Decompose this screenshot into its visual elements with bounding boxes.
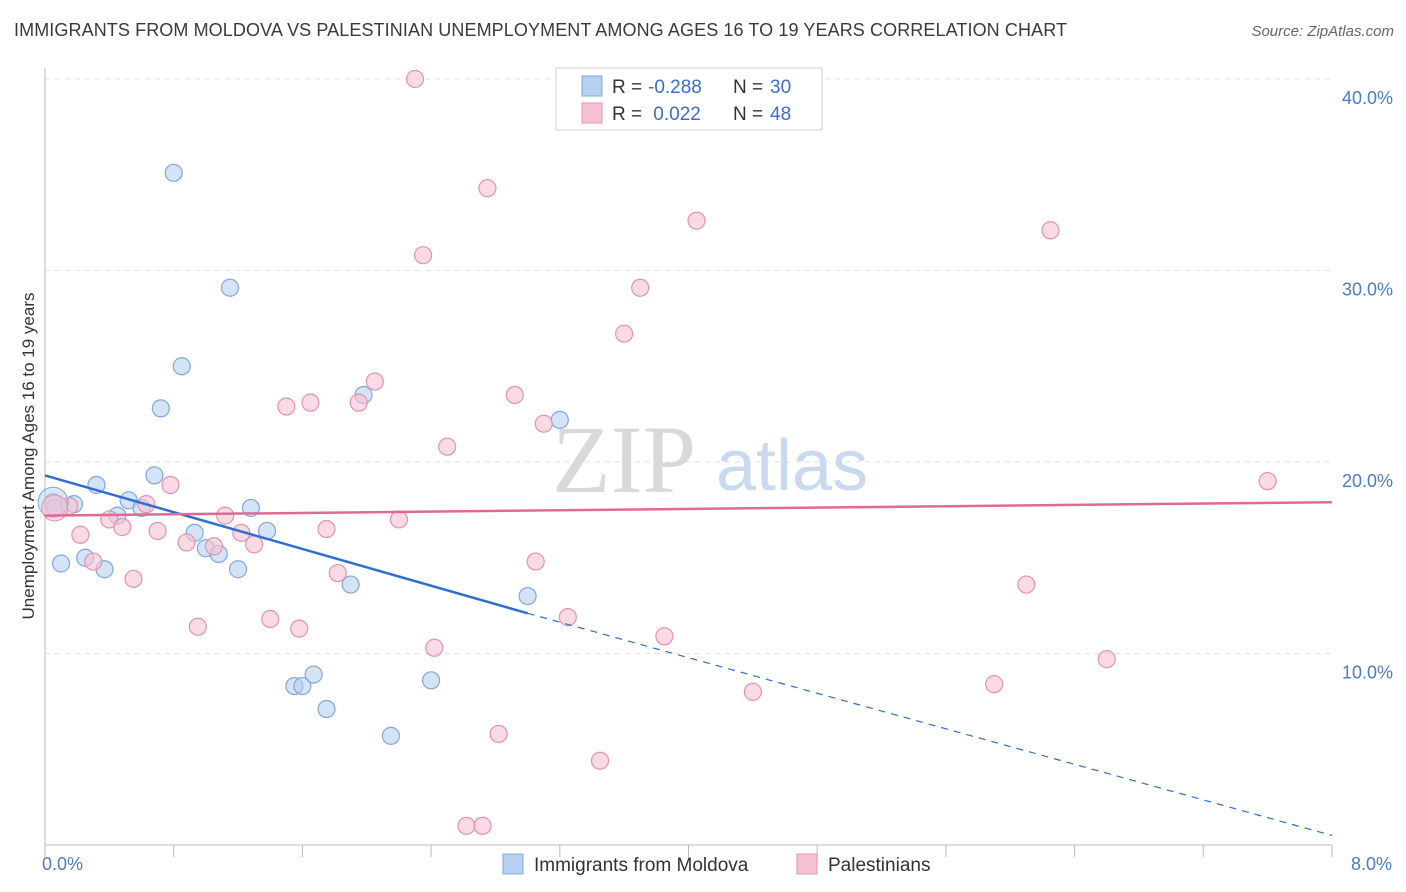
moldova-point-16 <box>220 278 240 297</box>
y-axis-label: Unemployment Among Ages 16 to 19 years <box>19 293 38 620</box>
palestinians-point-5 <box>113 518 132 537</box>
x-tick-label-min: 0.0% <box>42 854 83 874</box>
palestinians-point-36 <box>558 608 577 627</box>
x-tick-label-max: 8.0% <box>1351 854 1392 874</box>
palestinians-point-10 <box>177 533 196 552</box>
palestinians-point-25 <box>405 69 425 89</box>
palestinians-point-8 <box>148 521 167 541</box>
moldova-point-10 <box>151 399 170 418</box>
moldova-point-17 <box>228 560 248 579</box>
palestinians-point-37 <box>590 751 610 770</box>
palestinians-point-19 <box>301 393 320 412</box>
moldova-point-22 <box>304 665 323 684</box>
palestinians-point-28 <box>438 437 457 456</box>
moldova-point-27 <box>422 671 441 690</box>
legend-n-label-palestinians: N = <box>733 104 763 125</box>
legend-n-value-moldova: 30 <box>770 77 791 98</box>
chart-source: Source: ZipAtlas.com <box>1251 23 1394 40</box>
y-tick-label-0: 10.0% <box>1342 663 1393 683</box>
palestinians-point-16 <box>261 609 280 629</box>
watermark-zip: ZIP <box>552 406 696 513</box>
moldova-point-24 <box>341 575 360 594</box>
palestinians-point-22 <box>349 393 368 412</box>
gridlines <box>45 78 1332 654</box>
palestinians-point-9 <box>161 475 180 495</box>
moldova-point-21 <box>293 676 312 696</box>
bottom-legend-label-palestinians: Palestinians <box>828 855 930 876</box>
data-points <box>37 69 1277 835</box>
moldova-point-28 <box>518 586 537 606</box>
palestinians-point-17 <box>277 397 296 416</box>
palestinians-point-40 <box>655 627 674 646</box>
watermark: ZIP atlas <box>552 406 868 513</box>
bottom-legend-label-moldova: Immigrants from Moldova <box>534 855 749 876</box>
bottom-legend-swatch-palestinians <box>796 853 818 875</box>
palestinians-point-38 <box>615 324 634 343</box>
palestinians-point-41 <box>687 211 706 230</box>
palestinians-point-34 <box>526 552 545 571</box>
y-tick-label-2: 30.0% <box>1342 280 1393 300</box>
y-tick-labels: 10.0% 20.0% 30.0% 40.0% <box>1342 88 1393 683</box>
palestinians-point-3 <box>84 552 103 571</box>
palestinians-point-26 <box>413 246 433 265</box>
palestinians-point-24 <box>389 510 409 529</box>
legend-n-value-palestinians: 48 <box>770 104 791 125</box>
palestinians-point-29 <box>457 816 476 835</box>
moldova-point-11 <box>164 163 183 182</box>
moldova-point-26 <box>381 726 400 745</box>
moldova-point-29 <box>550 410 569 429</box>
palestinians-point-2 <box>71 525 90 544</box>
legend-r-label-moldova: R = <box>612 77 642 98</box>
legend-r-value-moldova: -0.288 <box>648 77 702 98</box>
moldova-point-1 <box>51 554 71 573</box>
moldova-point-23 <box>317 699 336 719</box>
bottom-legend-swatch-moldova <box>502 853 524 875</box>
palestinians-point-31 <box>478 179 497 198</box>
moldova-trend-extension <box>527 612 1333 837</box>
palestinians-point-45 <box>1041 221 1060 240</box>
palestinians-point-43 <box>985 675 1004 694</box>
watermark-atlas: atlas <box>716 426 868 506</box>
palestinians-point-30 <box>473 816 492 835</box>
palestinians-point-23 <box>365 372 384 391</box>
legend-r-value-palestinians: 0.022 <box>648 104 701 125</box>
chart-title: IMMIGRANTS FROM MOLDOVA VS PALESTINIAN U… <box>14 20 1068 40</box>
palestinians-point-27 <box>425 638 444 657</box>
palestinians-point-44 <box>1017 575 1036 594</box>
legend-swatch-palestinians <box>581 102 603 124</box>
series-legend: Immigrants from Moldova Palestinians <box>502 853 930 876</box>
palestinians-point-33 <box>505 385 524 405</box>
palestinians-trend-line <box>44 500 1333 517</box>
palestinians-point-21 <box>328 563 347 583</box>
legend-swatch-moldova <box>581 75 603 97</box>
axes <box>44 68 1333 857</box>
palestinians-point-12 <box>204 537 224 556</box>
palestinians-point-15 <box>245 535 264 554</box>
palestinians-point-42 <box>743 682 762 701</box>
legend-r-label-palestinians: R = <box>612 104 642 125</box>
palestinians-point-13 <box>216 506 235 525</box>
palestinians-point-39 <box>631 278 650 297</box>
palestinians-point-18 <box>290 619 309 638</box>
palestinians-point-11 <box>188 617 207 636</box>
x-tick-labels: 0.0% 8.0% <box>42 854 1392 874</box>
trend-lines <box>44 474 1333 837</box>
moldova-point-9 <box>145 466 164 485</box>
palestinians-point-20 <box>317 519 336 539</box>
palestinians-cluster-point <box>41 494 69 522</box>
palestinians-point-47 <box>1258 472 1277 491</box>
moldova-trend-line <box>44 474 528 615</box>
y-tick-label-1: 20.0% <box>1342 471 1393 491</box>
moldova-point-12 <box>172 357 191 376</box>
palestinians-point-35 <box>534 414 553 433</box>
correlation-legend: R = -0.288 N = 30 R = 0.022 N = 48 <box>555 67 823 131</box>
palestinians-point-32 <box>489 724 508 744</box>
y-tick-label-3: 40.0% <box>1342 88 1393 108</box>
legend-n-label-moldova: N = <box>733 77 763 98</box>
palestinians-point-46 <box>1097 650 1116 669</box>
palestinians-point-6 <box>124 569 143 588</box>
